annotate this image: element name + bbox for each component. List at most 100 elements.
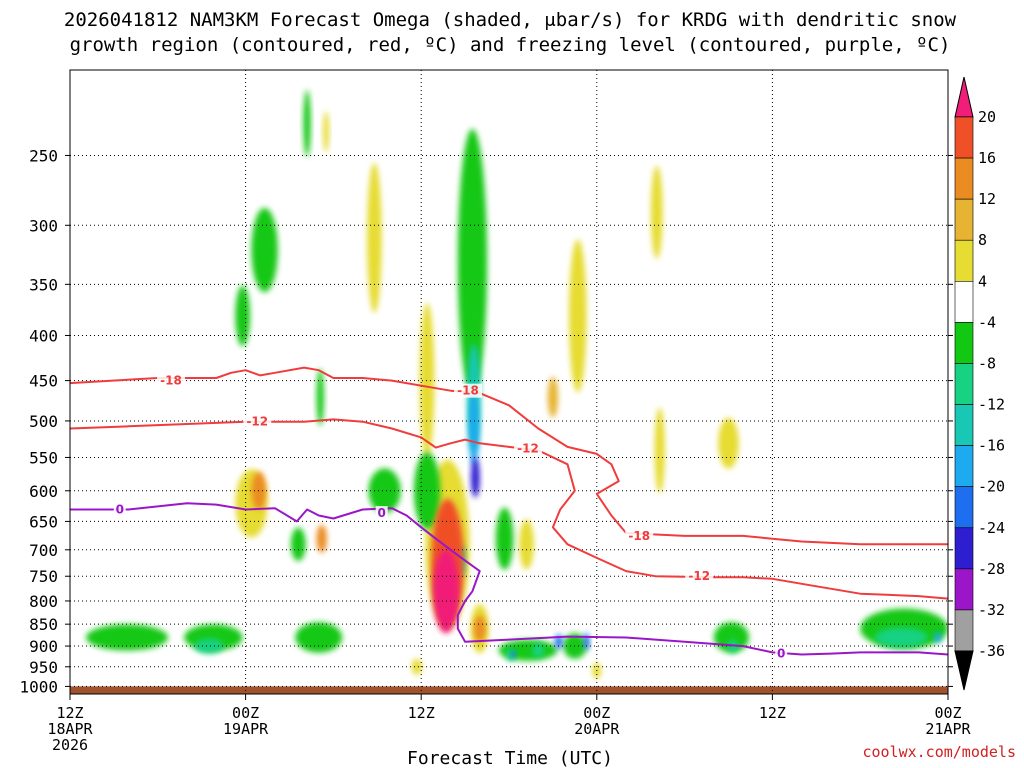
x-tick-label-48-0: 12Z	[759, 704, 786, 722]
x-tick-label-12-0: 00Z	[232, 704, 259, 722]
colorbar-swatch-2	[954, 568, 974, 611]
omega-cell-green-core-side	[413, 452, 441, 530]
colorbar-label-16: 16	[978, 149, 996, 167]
colorbar-bottom-triangle	[954, 650, 974, 691]
contour-label-bg-3	[243, 414, 272, 429]
colorbar-label--12: -12	[978, 396, 1005, 414]
omega-cell-green-870-c	[295, 622, 343, 653]
contour-label-bg-4	[514, 441, 543, 456]
omega-cell-blue-900-h	[934, 632, 942, 643]
x-tick-label-60-1: 21APR	[925, 720, 971, 738]
omega-cell-green-500	[316, 368, 324, 426]
colorbar-swatch-5	[954, 445, 974, 487]
contour-label-bg-5	[685, 569, 714, 584]
colorbar-swatch-9	[954, 281, 974, 323]
omega-cell-purple-tower	[470, 457, 480, 498]
contour-labels: -18 -18 -18 -12 -12 -12 0 0 0	[113, 373, 788, 661]
contour-line-1	[70, 418, 948, 600]
colorbar-label--28: -28	[978, 560, 1005, 578]
colorbar-swatch-13	[954, 116, 974, 159]
omega-cell-yellow-upper-c	[650, 165, 663, 259]
x-tick-label-0-1: 18APR	[47, 720, 93, 738]
contour-label-bg-6	[113, 502, 126, 517]
omega-cell-yellow-mid-e	[718, 417, 739, 469]
colorbar-label-20: 20	[978, 108, 996, 126]
y-tick-label-1000: 1000	[19, 677, 58, 696]
y-tick-label-350: 350	[29, 275, 58, 294]
y-axis-ticks: 250 300 350 400 450 500 550 600 650 700 750 800 850 9…	[19, 146, 953, 696]
omega-cell-blue-tower	[468, 390, 480, 467]
contour-label-bg-2	[625, 528, 654, 543]
colorbar-label--8: -8	[978, 354, 996, 372]
isotherm-contours	[70, 366, 948, 656]
omega-cell-cyan-900-a	[194, 638, 224, 654]
contour-label-5: -12	[688, 569, 710, 583]
colorbar-label--32: -32	[978, 601, 1005, 619]
colorbar-label-12: 12	[978, 190, 996, 208]
colorbar-swatch-7	[954, 363, 974, 405]
omega-cell-yellow-tall-b	[568, 239, 587, 393]
colorbar-swatch-11	[954, 198, 974, 241]
contour-label-3: -12	[246, 415, 268, 429]
colorbar-label--4: -4	[978, 313, 996, 331]
omega-cell-green-tower	[457, 129, 488, 395]
plot-area	[70, 70, 948, 694]
terrain-surface	[70, 686, 948, 694]
omega-cell-green-570	[368, 468, 401, 514]
omega-cell-yellow-31	[519, 519, 534, 570]
y-tick-label-650: 650	[29, 512, 58, 531]
colorbar-swatch-4	[954, 486, 974, 529]
omega-cell-orange-680	[316, 524, 327, 553]
x-tick-label-36-0: 00Z	[583, 704, 610, 722]
y-tick-label-850: 850	[29, 615, 58, 634]
contour-label-bg-0	[156, 373, 185, 388]
omega-cell-green-29	[495, 507, 514, 570]
contour-label-4: -12	[517, 441, 539, 455]
colorbar-swatch-12	[954, 157, 974, 200]
contour-label-0: -18	[160, 374, 182, 388]
y-tick-label-500: 500	[29, 412, 58, 431]
x-tick-label-24-0: 12Z	[408, 704, 435, 722]
omega-cell-upper-green-a	[303, 90, 311, 157]
omega-cell-green-mid-g	[235, 285, 250, 347]
contour-label-2: -18	[628, 529, 650, 543]
x-tick-label-60-0: 00Z	[934, 704, 961, 722]
x-axis-label: Forecast Time (UTC)	[407, 748, 613, 768]
contour-label-bg-1	[454, 383, 483, 398]
omega-cell-red-28-lower	[473, 615, 486, 643]
omega-cell-yellow-tall-a	[419, 302, 435, 459]
x-tick-label-0-0: 12Z	[56, 704, 83, 722]
y-tick-label-550: 550	[29, 448, 58, 467]
colorbar-swatch-10	[954, 239, 974, 282]
terrain-layer	[70, 686, 948, 694]
x-tick-label-12-1: 19APR	[223, 720, 269, 738]
colorbar-label--20: -20	[978, 478, 1005, 496]
omega-cell-orange-b	[547, 376, 559, 418]
colorbar-top-triangle	[954, 76, 974, 118]
y-tick-label-250: 250	[29, 146, 58, 165]
colorbar-label--16: -16	[978, 437, 1005, 455]
contour-line-2	[70, 502, 948, 656]
colorbar: 20 16 12 8 4 -4 -8 -12 -16 -20 -24 -28 -32 -36	[954, 76, 1005, 691]
y-tick-label-900: 900	[29, 637, 58, 656]
omega-cell-upper-yellow-a	[323, 111, 330, 153]
omega-cell-green-800-a	[86, 624, 169, 651]
y-tick-label-600: 600	[29, 482, 58, 501]
plot-frame	[69, 69, 949, 695]
y-tick-label-750: 750	[29, 567, 58, 586]
colorbar-swatch-1	[954, 609, 974, 652]
chart-title-line-2: growth region (contoured, red, ºC) and f…	[70, 34, 951, 56]
omega-cell-yellow-950-a	[411, 658, 422, 675]
omega-cell-green-19apr-upper	[251, 207, 278, 293]
omega-cell-cyan-900-d	[532, 642, 545, 658]
colorbar-label--24: -24	[978, 519, 1005, 537]
contour-label-1: -18	[457, 384, 479, 398]
colorbar-swatch-3	[954, 527, 974, 570]
contour-label-7: 0	[378, 506, 386, 520]
colorbar-swatch-6	[954, 404, 974, 446]
contour-label-6: 0	[116, 502, 124, 516]
contour-line-0	[70, 366, 948, 546]
y-tick-label-700: 700	[29, 541, 58, 560]
chart-title-line-1: 2026041812 NAM3KM Forecast Omega (shaded…	[64, 9, 957, 31]
